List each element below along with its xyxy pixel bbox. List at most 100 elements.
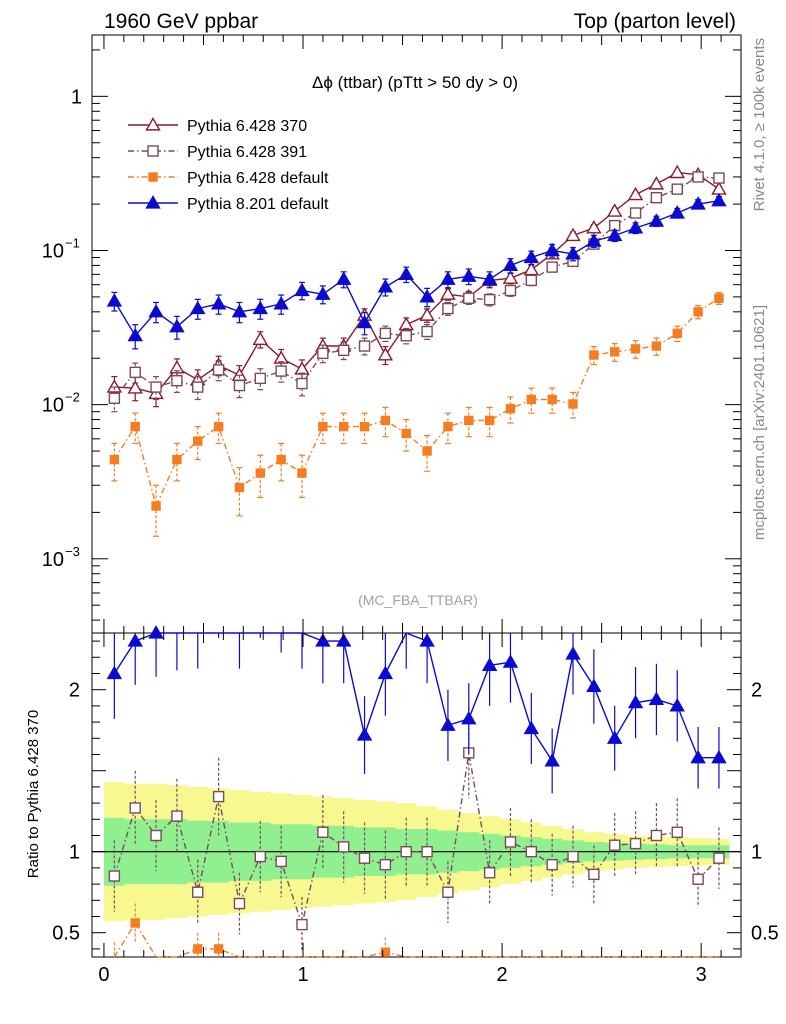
- data-point: [127, 380, 143, 394]
- data-point: [464, 415, 474, 426]
- ratio-point: [523, 720, 540, 735]
- data-point: [172, 454, 182, 465]
- data-point: [586, 220, 602, 234]
- data-point: [526, 394, 537, 405]
- legend-label: Pythia 6.428 370: [187, 118, 307, 135]
- data-point: [627, 220, 644, 234]
- data-point: [335, 271, 352, 285]
- data-point: [106, 379, 123, 393]
- ratio-point: [713, 852, 725, 864]
- data-point: [565, 246, 581, 260]
- data-point: [296, 377, 308, 390]
- ratio-point: [525, 846, 538, 858]
- x-tick-label: 3: [696, 964, 707, 986]
- ratio-point: [150, 829, 162, 842]
- ratio-point: [629, 837, 642, 850]
- ratio-point: [129, 802, 141, 814]
- ratio-point: [212, 790, 225, 803]
- data-point: [589, 350, 599, 360]
- ratio-point: [440, 717, 456, 731]
- ratio-point: [586, 678, 602, 693]
- ratio-x-axis: 0 1 2 3: [98, 633, 722, 986]
- ratio-point: [544, 753, 560, 767]
- ratio-line: [113, 921, 719, 958]
- data-point: [190, 300, 206, 315]
- data-point: [338, 421, 349, 432]
- ratio-point: [148, 625, 164, 639]
- data-point: [273, 296, 289, 310]
- ratio-point: [317, 826, 329, 838]
- ratio-y-tick-label-right: 0.5: [751, 923, 779, 945]
- data-point: [129, 366, 141, 379]
- data-point: [484, 415, 495, 426]
- ratio-series-0: [108, 707, 725, 953]
- ratio-point: [606, 730, 623, 744]
- ratio-point: [108, 870, 121, 882]
- data-point: [193, 436, 203, 446]
- ratio-series-group: [106, 625, 727, 958]
- ratio-point: [692, 873, 704, 885]
- data-point: [463, 292, 475, 304]
- legend-marker: [145, 195, 161, 209]
- ratio-y-axis: 0.5 0.5 1 1 2 2: [52, 640, 779, 950]
- plot-title: Δϕ (ttbar) (pTtt > 50 dy > 0): [312, 73, 518, 92]
- ratio-point: [127, 633, 143, 647]
- y-tick-label: 10: [42, 240, 64, 262]
- data-point: [505, 404, 516, 414]
- y-tick-label: 1: [71, 86, 82, 108]
- data-point: [212, 364, 225, 376]
- data-point: [210, 296, 227, 310]
- data-point: [672, 328, 682, 339]
- ratio-point: [567, 850, 579, 863]
- data-point: [275, 365, 287, 377]
- ratio-point: [442, 886, 454, 898]
- ratio-point: [481, 657, 498, 671]
- data-point: [629, 207, 642, 219]
- ratio-point: [379, 858, 392, 871]
- data-point: [318, 421, 328, 432]
- data-point: [442, 302, 454, 315]
- data-point: [377, 347, 394, 361]
- ratio-point: [502, 654, 519, 668]
- data-point: [192, 381, 204, 393]
- ratio-point: [627, 694, 644, 709]
- x-tick-label: 2: [497, 964, 508, 986]
- ratio-point: [296, 918, 308, 931]
- data-point: [151, 501, 161, 511]
- ratio-y-tick-label-right: 1: [751, 842, 762, 864]
- ratio-point: [213, 944, 224, 954]
- series-line: [113, 200, 720, 337]
- ratio-point: [275, 855, 287, 868]
- ratio-y-tick-label: 2: [69, 680, 80, 702]
- data-point: [669, 205, 685, 219]
- ratio-point: [356, 727, 373, 741]
- ratio-point: [335, 633, 352, 647]
- data-point: [356, 314, 373, 329]
- data-point: [523, 261, 540, 276]
- ratio-panel-frame: [91, 632, 742, 958]
- data-point: [568, 399, 578, 409]
- ratio-point: [650, 829, 663, 842]
- ratio-y-tick-label: 1: [69, 842, 80, 864]
- data-point: [546, 261, 558, 273]
- ratio-point: [400, 846, 412, 858]
- data-point: [106, 293, 123, 307]
- ratio-point: [461, 710, 477, 725]
- legend-marker: [148, 172, 158, 182]
- ratio-point: [648, 691, 665, 705]
- data-point: [169, 318, 185, 333]
- data-point: [171, 374, 183, 387]
- data-point: [606, 227, 623, 242]
- y-tick-exponent: −2: [65, 390, 80, 405]
- data-point: [692, 171, 704, 183]
- data-point: [252, 331, 269, 345]
- y-tick-exponent: −1: [65, 235, 80, 250]
- ratio-point: [419, 633, 435, 647]
- data-point: [711, 181, 727, 195]
- data-point: [108, 392, 121, 404]
- x-tick-label: 1: [297, 964, 308, 986]
- main-series-group: [106, 164, 727, 537]
- data-point: [213, 421, 224, 432]
- ratio-point: [193, 944, 203, 954]
- ratio-line: [113, 632, 719, 763]
